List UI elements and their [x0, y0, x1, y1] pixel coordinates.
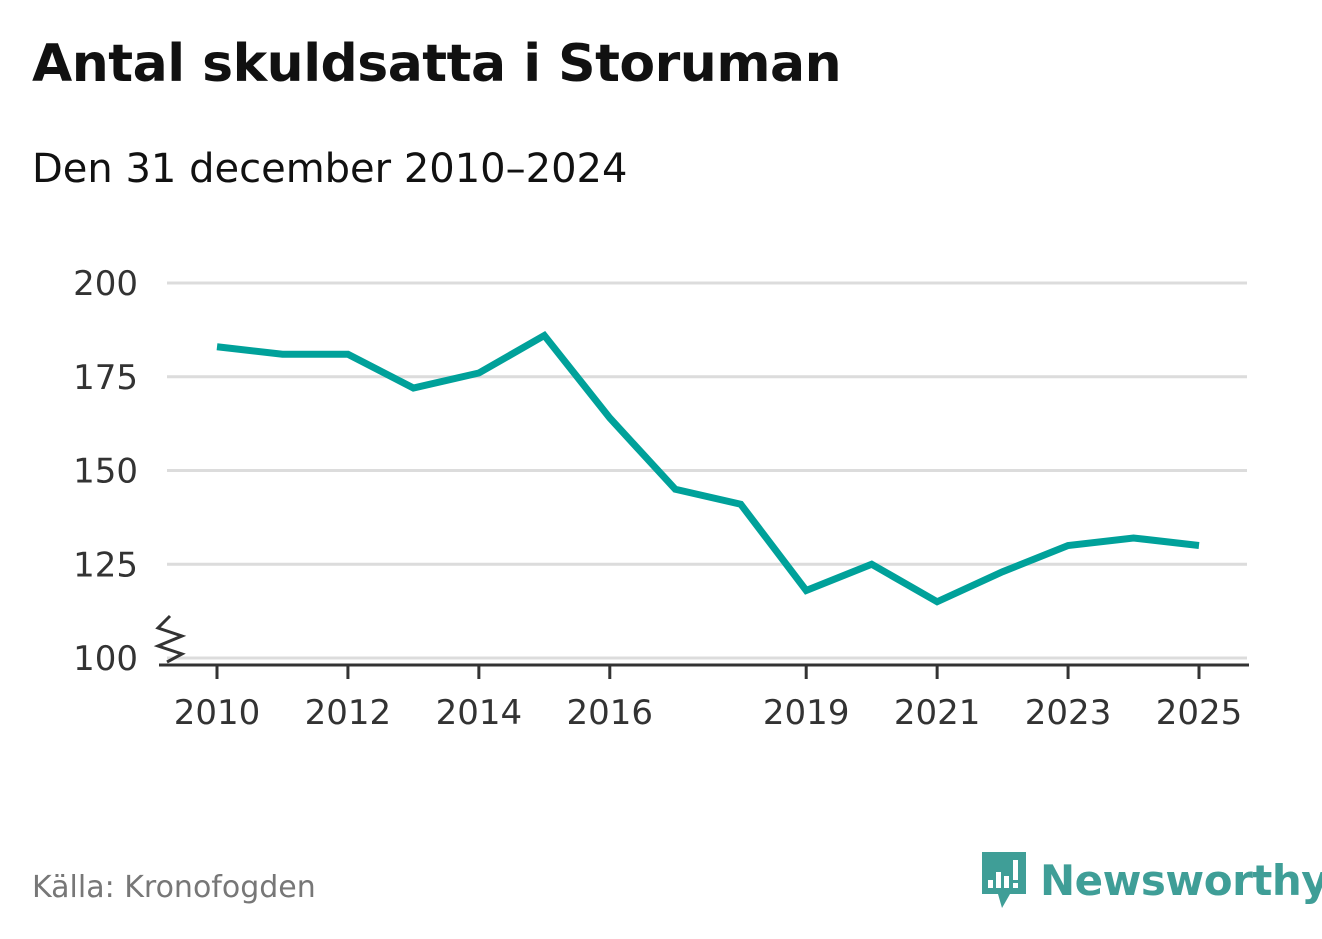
y-tick-label: 200: [73, 264, 138, 304]
newsworthy-logo-text: Newsworthy: [1040, 855, 1322, 905]
x-tick-label: 2025: [1156, 693, 1243, 733]
gridlines: [167, 281, 1247, 660]
newsworthy-logo-icon: [982, 852, 1026, 908]
y-tick-label: 175: [73, 358, 138, 398]
x-tick-label: 2014: [436, 693, 523, 733]
x-tick-label: 2021: [894, 693, 981, 733]
series-line-0: [216, 330, 1200, 606]
chart-title: Antal skuldsatta i Storuman: [32, 34, 842, 94]
source-note: Källa: Kronofogden: [32, 870, 316, 905]
y-tick-label: 100: [73, 639, 138, 679]
axes: 100 125 150 175 200 2010 2012 2014 2016 2019 2021 2…: [73, 264, 1249, 733]
x-tick-label: 2012: [305, 693, 392, 733]
chart-subtitle: Den 31 december 2010–2024: [32, 146, 628, 192]
y-tick-label: 125: [73, 545, 138, 585]
y-tick-label: 150: [73, 452, 138, 492]
newsworthy-logo: Newsworthy: [980, 850, 1322, 910]
x-tick-label: 2019: [763, 693, 850, 733]
x-tick-label: 2010: [174, 693, 261, 733]
x-tick-label: 2023: [1025, 693, 1112, 733]
axis-break-icon: [153, 614, 187, 664]
x-tick-label: 2016: [567, 693, 654, 733]
series-layer: [216, 330, 1200, 606]
line-chart: 100 125 150 175 200 2010 2012 2014 2016 2019 2021 2…: [73, 264, 1249, 733]
